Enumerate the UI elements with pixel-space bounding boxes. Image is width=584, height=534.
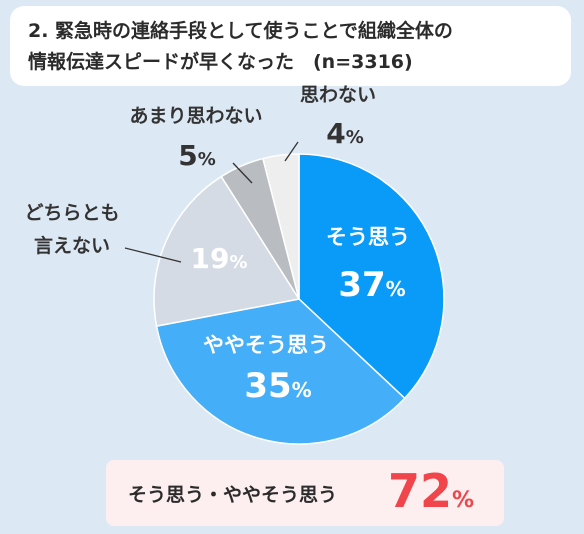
- pie-slice: [155, 298, 406, 445]
- pie-slice: [298, 153, 445, 400]
- slice-value: 37%: [338, 265, 405, 305]
- slice-label: そう思う: [326, 225, 410, 249]
- slice-label: あまり思わない: [129, 105, 262, 127]
- pie-slice: [262, 153, 300, 300]
- chart-title-line-2: 情報伝達スピードが早くなった (n=3316): [28, 51, 413, 73]
- leader-line: [124, 247, 182, 263]
- leader-line: [284, 141, 299, 162]
- summary-label: そう思う・ややそう思う: [128, 484, 338, 506]
- pie-slice: [153, 175, 301, 328]
- slice-label: 言えない: [34, 234, 110, 257]
- slice-value: 4%: [326, 117, 364, 150]
- title-box: 2. 緊急時の連絡手段として使うことで組織全体の 情報伝達スピードが早くなった …: [10, 6, 571, 86]
- slice-value: 35%: [244, 366, 311, 406]
- slice-label: ややそう思う: [203, 333, 329, 357]
- summary-box: そう思う・ややそう思う 72%: [106, 460, 504, 526]
- leader-line: [232, 162, 253, 184]
- slice-label: 思わない: [300, 84, 376, 106]
- slice-label: どちらとも: [24, 202, 119, 224]
- summary-value: 72%: [388, 464, 474, 518]
- slice-value: 5%: [178, 139, 216, 172]
- chart-title-line-1: 2. 緊急時の連絡手段として使うことで組織全体の: [28, 20, 453, 42]
- slice-value: 19%: [190, 242, 247, 275]
- summary-unit: %: [452, 488, 475, 513]
- summary-number: 72: [388, 464, 453, 518]
